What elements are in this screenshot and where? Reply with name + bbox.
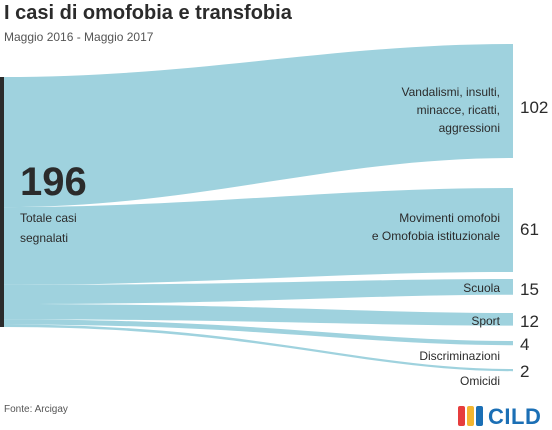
category-value-1: 102 xyxy=(520,98,548,117)
logo-red-bar xyxy=(458,406,465,426)
category-label-4: Sport xyxy=(471,314,500,328)
source-note: Fonte: Arcigay xyxy=(4,404,68,415)
category-label-3: Scuola xyxy=(463,281,500,295)
category-value-4: 12 xyxy=(520,312,539,331)
flow-1 xyxy=(4,44,513,208)
category-label-2: Movimenti omofobi e Omofobia istituzional… xyxy=(372,211,500,243)
category-value-2: 61 xyxy=(520,220,539,239)
sankey-chart: Vandalismi, insulti, minacce, ricatti, agg… xyxy=(0,44,548,388)
logo-text: CILD xyxy=(488,404,542,429)
source-bar xyxy=(0,77,4,327)
chart-subtitle: Maggio 2016 - Maggio 2017 xyxy=(4,30,154,44)
flow-4 xyxy=(4,304,513,326)
total-label: Totale casi segnalati xyxy=(20,211,77,245)
category-label-5: Discriminazioni xyxy=(419,349,500,363)
logo-blue-bar xyxy=(476,406,483,426)
logo-yellow-bar xyxy=(467,406,474,426)
flow-5 xyxy=(4,319,513,346)
flow-2 xyxy=(4,188,513,285)
category-label-6: Omicidi xyxy=(460,374,500,388)
category-value-6: 2 xyxy=(520,362,529,381)
category-label-1: Vandalismi, insulti, minacce, ricatti, agg… xyxy=(402,85,500,135)
chart-title: I casi di omofobia e transfobia xyxy=(4,2,292,24)
flow-3 xyxy=(4,279,513,305)
total-value: 196 xyxy=(20,160,87,204)
category-value-3: 15 xyxy=(520,280,539,299)
category-value-5: 4 xyxy=(520,335,529,354)
